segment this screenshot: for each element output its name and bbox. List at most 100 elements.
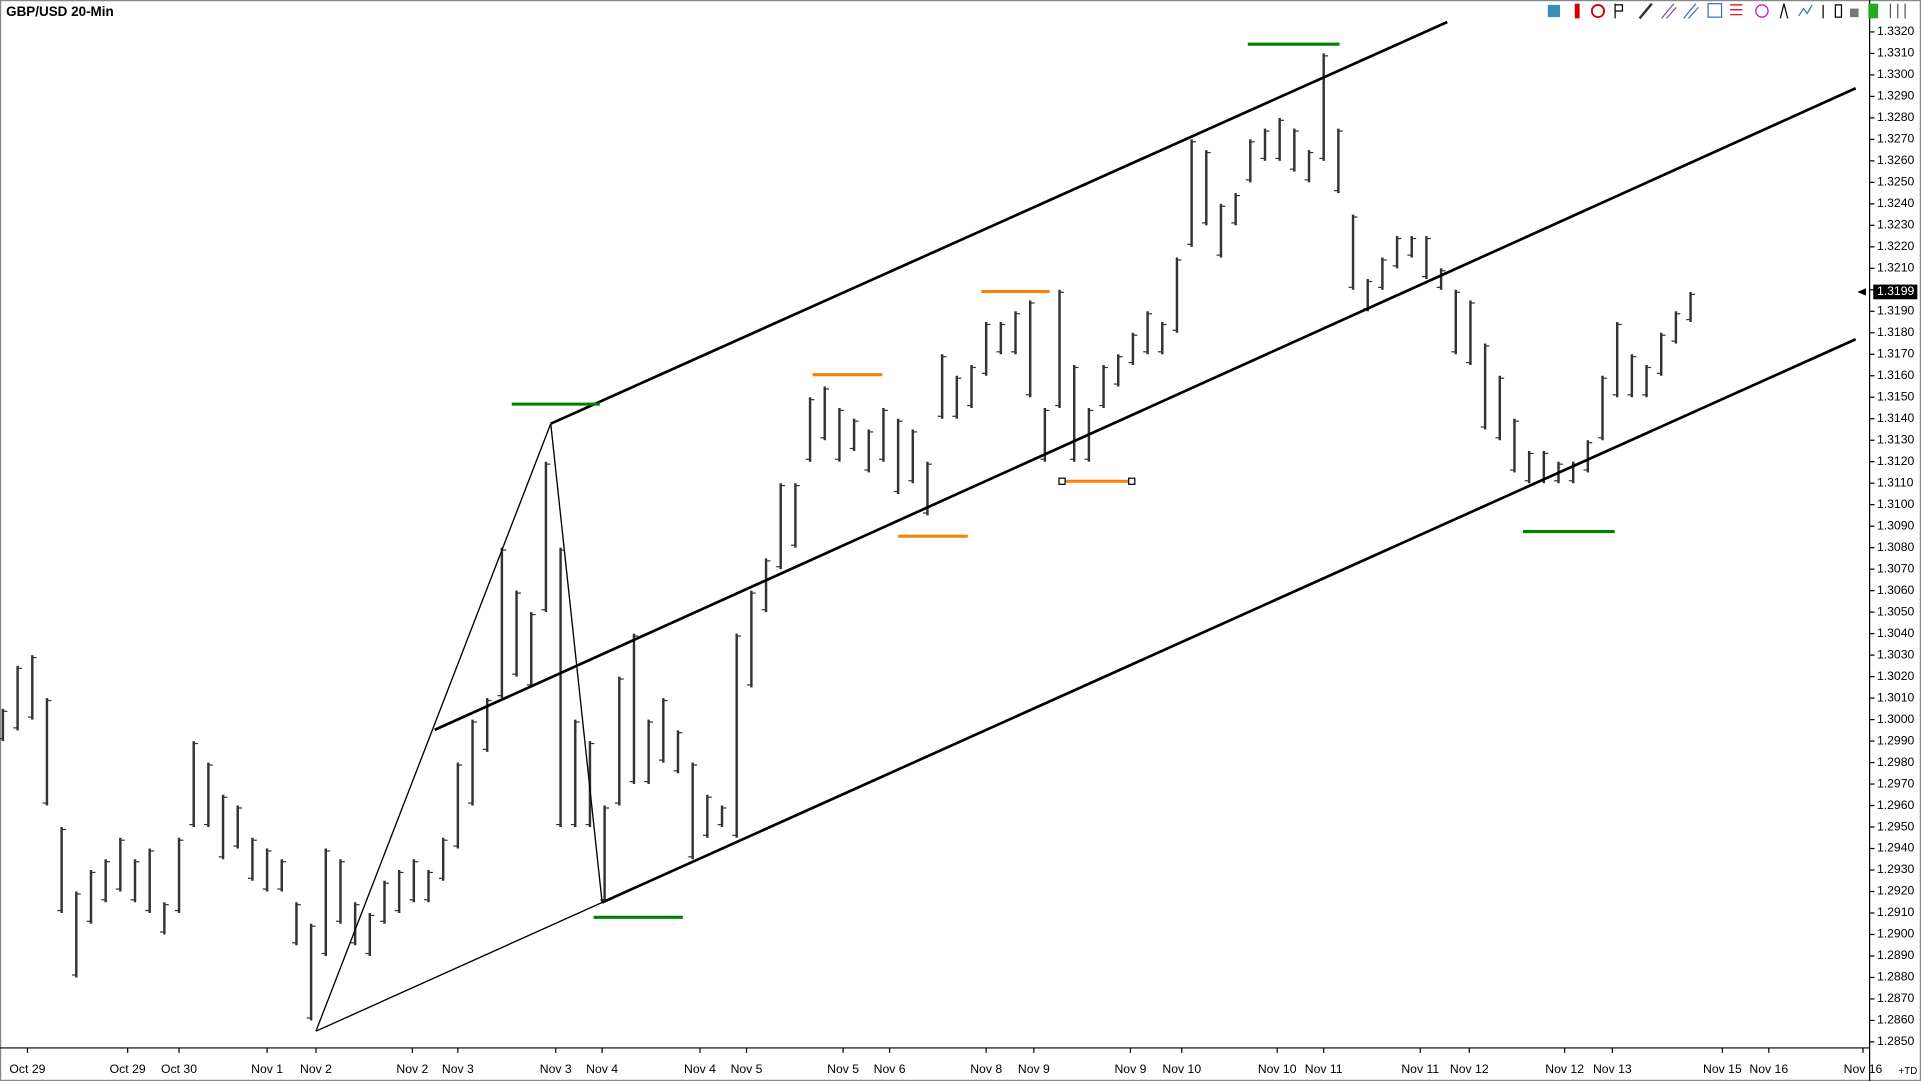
last-price-arrow [1857, 288, 1866, 296]
trendline [550, 20, 1448, 425]
y-tick-label: 1.2960 [1877, 798, 1915, 812]
tool-icon[interactable] [1798, 4, 1813, 17]
y-tick-label: 1.3250 [1877, 175, 1915, 189]
y-tick-label: 1.2890 [1877, 948, 1915, 962]
y-tick-label: 1.3210 [1877, 261, 1915, 275]
tool-icon[interactable] [1574, 3, 1580, 19]
y-tick-label: 1.2860 [1877, 1013, 1915, 1027]
trendline [315, 423, 552, 1032]
y-tick-label: 1.2990 [1877, 733, 1915, 747]
x-tick-label: Nov 3 [540, 1062, 572, 1076]
toolbar [1547, 2, 1906, 20]
y-tick-label: 1.2870 [1877, 991, 1915, 1005]
trendline [315, 901, 603, 1032]
y-tick-label: 1.2950 [1877, 819, 1915, 833]
x-tick-label: Nov 8 [970, 1062, 1002, 1076]
y-tick-label: 1.3140 [1877, 411, 1915, 425]
y-tick-label: 1.3090 [1877, 518, 1915, 532]
x-tick-label: Nov 11 [1305, 1062, 1343, 1076]
x-tick-label: Nov 1 [251, 1062, 283, 1076]
y-tick-label: 1.3170 [1877, 346, 1915, 360]
y-tick-label: 1.3080 [1877, 540, 1915, 554]
y-tick-label: 1.3190 [1877, 304, 1915, 318]
tool-icon[interactable] [1590, 3, 1606, 19]
x-tick-label: Nov 6 [874, 1062, 906, 1076]
y-tick-label: 1.3180 [1877, 325, 1915, 339]
y-tick-label: 1.2940 [1877, 841, 1915, 855]
x-tick-label: Oct 29 [9, 1062, 45, 1076]
y-tick-label: 1.2970 [1877, 776, 1915, 790]
x-tick-label: Nov 5 [731, 1062, 763, 1076]
y-tick-label: 1.3270 [1877, 132, 1915, 146]
y-tick-label: 1.3030 [1877, 647, 1915, 661]
tool-icon[interactable] [1850, 8, 1859, 18]
y-tick-label: 1.2920 [1877, 884, 1915, 898]
x-tick-label: Nov 16 [1749, 1062, 1788, 1076]
x-tick-label: Nov 9 [1114, 1062, 1146, 1076]
y-tick-label: 1.3290 [1877, 89, 1915, 103]
x-tick-label: Nov 11 [1401, 1062, 1439, 1076]
y-tick-label: 1.3110 [1877, 475, 1914, 489]
y-tick-label: 1.3310 [1877, 46, 1915, 60]
x-tick-label: Oct 29 [110, 1062, 146, 1076]
x-tick-label: Nov 9 [1018, 1062, 1050, 1076]
y-tick-label: 1.3100 [1877, 497, 1915, 511]
y-tick-label: 1.3220 [1877, 239, 1915, 253]
y-tick-label: 1.2880 [1877, 970, 1915, 984]
x-tick-label: Nov 4 [684, 1062, 716, 1076]
x-tick-label: Nov 16 [1844, 1062, 1883, 1076]
level-handle [1128, 477, 1136, 485]
y-tick-label: 1.2900 [1877, 927, 1915, 941]
x-tick-label: Nov 15 [1703, 1062, 1742, 1076]
x-tick-label: Nov 10 [1162, 1062, 1201, 1076]
tool-icon[interactable] [1638, 2, 1653, 20]
x-tick-label: Nov 3 [442, 1062, 474, 1076]
x-tick-label: Nov 5 [827, 1062, 859, 1076]
x-tick-label: Nov 13 [1593, 1062, 1632, 1076]
y-tick-label: 1.3010 [1877, 690, 1915, 704]
x-tick-label: Nov 12 [1545, 1062, 1584, 1076]
tool-icon[interactable] [1707, 3, 1723, 18]
x-tick-label: Nov 10 [1258, 1062, 1297, 1076]
x-tick-label: Oct 30 [161, 1062, 197, 1076]
last-price-label: 1.3199 [1877, 284, 1915, 298]
y-tick-label: 1.3260 [1877, 153, 1915, 167]
y-tick-label: 1.3300 [1877, 67, 1915, 81]
tool-icon[interactable] [1730, 4, 1743, 16]
y-tick-label: 1.2910 [1877, 905, 1915, 919]
x-tick-label: Nov 4 [586, 1062, 618, 1076]
corner-label: +TD [1899, 1066, 1918, 1077]
trendline [601, 337, 1857, 904]
tool-icon[interactable] [1834, 4, 1843, 18]
x-tick-label: Nov 12 [1450, 1062, 1489, 1076]
y-tick-label: 1.3070 [1877, 561, 1915, 575]
x-tick-label: Nov 2 [396, 1062, 428, 1076]
tool-icon[interactable] [1779, 3, 1789, 19]
tool-icon[interactable] [1683, 3, 1699, 19]
y-tick-label: 1.3040 [1877, 626, 1915, 640]
tool-icon[interactable] [1661, 3, 1677, 19]
y-tick-label: 1.3230 [1877, 218, 1915, 232]
trendline [550, 423, 603, 903]
y-tick-label: 1.3320 [1877, 24, 1915, 38]
tool-icon[interactable] [1755, 4, 1769, 18]
tool-icon[interactable] [1868, 3, 1879, 19]
tool-icon[interactable] [1889, 3, 1906, 19]
y-tick-label: 1.3240 [1877, 196, 1915, 210]
level-handle [1058, 477, 1066, 485]
last-price-box [1873, 284, 1918, 300]
y-tick-label: 1.3160 [1877, 368, 1915, 382]
x-tick-label: Nov 2 [300, 1062, 332, 1076]
tool-icon[interactable] [1547, 4, 1561, 18]
y-tick-label: 1.2980 [1877, 755, 1915, 769]
y-tick-label: 1.2850 [1877, 1034, 1915, 1048]
y-tick-label: 1.3020 [1877, 669, 1915, 683]
tool-icon[interactable] [1614, 3, 1624, 19]
y-tick-label: 1.3060 [1877, 583, 1915, 597]
y-tick-label: 1.2930 [1877, 862, 1915, 876]
y-tick-label: 1.3120 [1877, 454, 1915, 468]
chart-title: GBP/USD 20-Min [6, 4, 114, 19]
